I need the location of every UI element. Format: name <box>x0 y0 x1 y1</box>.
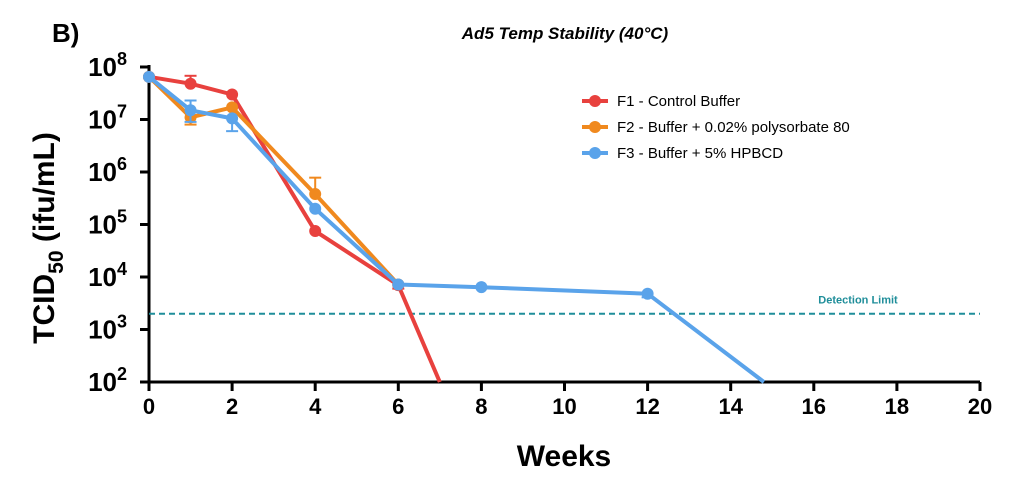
data-point <box>226 112 239 125</box>
series-3 <box>143 70 766 384</box>
data-point <box>226 101 239 114</box>
data-point <box>309 202 322 215</box>
y-tick-label: 108 <box>88 49 127 82</box>
legend-marker <box>589 147 601 159</box>
y-tick-label: 106 <box>88 154 127 187</box>
y-axis-label-base: TCID <box>28 274 61 344</box>
legend-marker <box>589 121 601 133</box>
legend: F1 - Control Buffer F2 - Buffer + 0.02% p… <box>582 93 850 162</box>
legend-entry-3: F3 - Buffer + 5% HPBCD <box>582 145 783 162</box>
chart-title: Ad5 Temp Stability (40°C) <box>461 24 669 43</box>
x-tick-label: 6 <box>392 394 404 419</box>
detection-limit-label: Detection Limit <box>818 295 898 307</box>
x-tick-label: 4 <box>309 394 322 419</box>
data-point <box>309 225 322 238</box>
y-axis-label: TCID50 (ifu/mL) <box>28 132 68 344</box>
data-point <box>143 70 155 83</box>
legend-label: F1 - Control Buffer <box>617 93 740 110</box>
y-axis-label-subscript: 50 <box>45 250 68 273</box>
legend-label: F3 - Buffer + 5% HPBCD <box>617 145 783 162</box>
x-tick-label: 20 <box>968 394 992 419</box>
x-tick-label: 14 <box>718 394 743 419</box>
data-point <box>309 188 322 201</box>
x-axis-label: Weeks <box>517 440 612 473</box>
data-point <box>226 88 239 101</box>
x-tick-label: 0 <box>143 394 155 419</box>
x-tick-label: 8 <box>475 394 487 419</box>
x-tick-label: 12 <box>635 394 659 419</box>
legend-entry-2: F2 - Buffer + 0.02% polysorbate 80 <box>582 119 850 136</box>
series-line <box>147 75 766 384</box>
y-tick-label: 107 <box>88 102 127 135</box>
plot-area: 0 2 4 6 8 10 12 14 16 18 20 102 103 104 105 106 107 108 De… <box>88 49 992 419</box>
data-point <box>475 281 488 294</box>
data-point <box>641 287 654 300</box>
y-tick-label: 104 <box>88 259 127 292</box>
legend-label: F2 - Buffer + 0.02% polysorbate 80 <box>617 119 850 136</box>
x-tick-label: 18 <box>885 394 909 419</box>
y-tick-label: 102 <box>88 364 127 397</box>
data-point <box>184 104 197 117</box>
svg-text:TCID50 (ifu/mL): TCID50 (ifu/mL) <box>28 132 68 344</box>
data-point <box>184 77 197 90</box>
legend-marker <box>589 95 601 107</box>
x-tick-label: 16 <box>802 394 826 419</box>
data-point <box>392 278 405 291</box>
panel-label: B) <box>52 18 79 48</box>
y-tick-label: 103 <box>88 312 127 345</box>
x-tick-label: 10 <box>552 394 576 419</box>
x-tick-label: 2 <box>226 394 238 419</box>
y-tick-label: 105 <box>88 207 127 240</box>
y-axis-label-unit: (ifu/mL) <box>28 132 61 242</box>
legend-entry-1: F1 - Control Buffer <box>582 93 740 110</box>
